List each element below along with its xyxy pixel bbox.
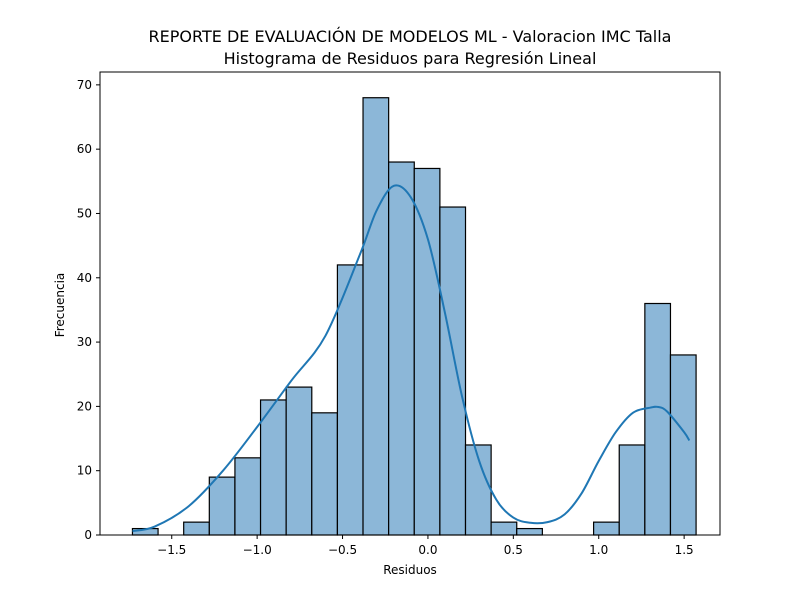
y-tick-label: 20 <box>77 399 92 413</box>
y-tick-label: 40 <box>77 271 92 285</box>
chart-title: REPORTE DE EVALUACIÓN DE MODELOS ML - Va… <box>149 27 672 46</box>
histogram-bar <box>259 399 287 536</box>
histogram-bar <box>669 354 697 536</box>
histogram-bar <box>413 167 441 536</box>
y-tick-label: 30 <box>77 335 92 349</box>
x-tick-label: 0.5 <box>504 543 523 557</box>
y-tick-label: 0 <box>84 528 92 542</box>
y-axis-ticks: 0 10 20 30 40 50 60 70 <box>77 78 100 542</box>
histogram-bar <box>490 521 518 536</box>
y-tick-label: 50 <box>77 206 92 220</box>
histogram-bar <box>285 386 313 536</box>
chart-subtitle: Histograma de Residuos para Regresión Li… <box>224 49 597 68</box>
histogram-bar <box>311 412 339 536</box>
y-tick-label: 70 <box>77 78 92 92</box>
x-tick-label: 0.0 <box>418 543 437 557</box>
histogram-bar <box>593 521 620 536</box>
histogram-bar <box>388 161 415 536</box>
histogram-bar <box>234 457 262 536</box>
x-tick-label: −0.5 <box>328 543 357 557</box>
y-tick-label: 10 <box>77 464 92 478</box>
histogram-bar <box>336 264 364 536</box>
x-tick-label: −1.5 <box>157 543 186 557</box>
histogram-bar <box>439 206 467 536</box>
histogram-bar <box>362 97 390 536</box>
kde-curve <box>132 184 691 533</box>
y-tick-label: 60 <box>77 142 92 156</box>
histogram-bar <box>183 521 210 536</box>
x-tick-label: 1.0 <box>589 543 608 557</box>
x-axis-label: Residuos <box>383 563 437 577</box>
x-tick-label: −1.0 <box>243 543 272 557</box>
histogram-bar <box>208 476 236 536</box>
histogram-bar <box>644 302 672 536</box>
histogram-bar <box>516 527 543 536</box>
histogram-bar <box>618 444 646 536</box>
y-axis-label: Frecuencia <box>53 273 67 338</box>
x-axis-ticks: −1.5 −1.0 −0.5 0.0 0.5 1.0 1.5 <box>157 535 694 557</box>
plot-area-frame <box>99 71 721 536</box>
histogram-bars <box>131 97 697 536</box>
x-tick-label: 1.5 <box>675 543 694 557</box>
